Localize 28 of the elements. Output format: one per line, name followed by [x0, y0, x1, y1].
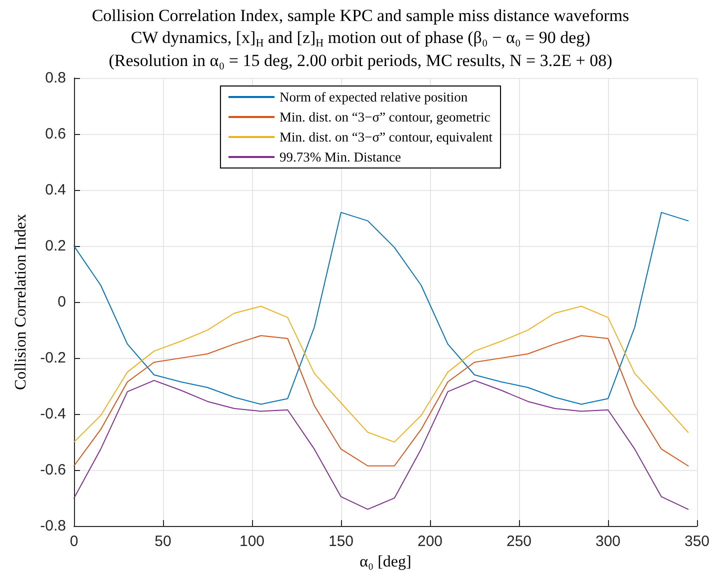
y-tick-label: -0.4: [40, 406, 66, 423]
legend-label: Min. dist. on “3−σ” contour, geometric: [279, 110, 490, 124]
y-tick-label: -0.6: [40, 462, 66, 479]
legend-label: Min. dist. on “3−σ” contour, equivalent: [279, 130, 493, 144]
y-tick-label: -0.2: [40, 350, 66, 367]
legend-label: Norm of expected relative position: [279, 90, 468, 104]
x-tick-label: 0: [70, 533, 78, 550]
x-tick-label: 250: [506, 533, 532, 550]
line-series: [74, 306, 689, 443]
line-series: [74, 380, 689, 510]
y-tick-label: 0.8: [45, 70, 66, 86]
x-tick-label: 200: [417, 533, 443, 550]
x-axis-title: α₀ [deg]: [360, 554, 412, 570]
x-tick-label: 350: [684, 533, 710, 550]
legend-label: 99.73% Min. Distance: [279, 150, 401, 164]
line-series: [74, 212, 689, 405]
y-tick-label: 0.4: [45, 182, 66, 199]
x-tick-label: 100: [239, 533, 265, 550]
chart-title: Collision Correlation Index, sample KPC and sample miss distance waveforms: [92, 6, 630, 25]
x-tick-label: 150: [328, 533, 354, 550]
y-tick-label: 0.2: [45, 238, 66, 255]
y-tick-label: 0.6: [45, 126, 66, 143]
x-tick-label: 300: [595, 533, 621, 550]
y-axis-title: Collision Correlation Index: [12, 214, 30, 390]
x-tick-label: 50: [154, 533, 172, 550]
line-series: [74, 335, 689, 466]
y-tick-label: -0.8: [40, 518, 66, 535]
y-tick-label: 0: [58, 294, 66, 311]
